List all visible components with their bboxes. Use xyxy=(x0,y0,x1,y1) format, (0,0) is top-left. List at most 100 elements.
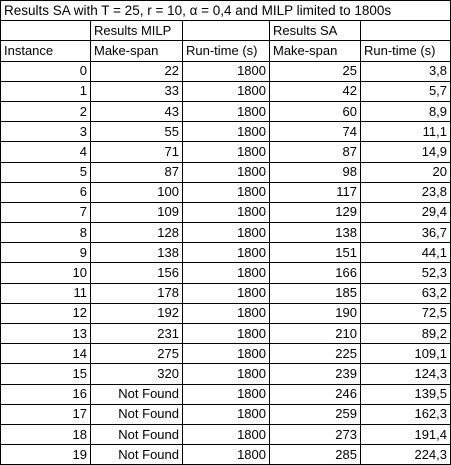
cell-sa-makespan[interactable]: 185 xyxy=(269,282,361,304)
cell-instance[interactable]: 12 xyxy=(0,302,91,325)
cell-instance[interactable]: 4 xyxy=(0,141,91,163)
cell-instance[interactable]: 14 xyxy=(0,343,91,365)
cell-milp-runtime[interactable]: 1800 xyxy=(182,343,270,365)
cell-milp-makespan[interactable]: 156 xyxy=(90,262,183,284)
cell-milp-runtime[interactable]: 1800 xyxy=(182,60,270,82)
cell-instance[interactable]: 7 xyxy=(0,201,91,224)
table-title[interactable]: Results SA with T = 25, r = 10, α = 0,4 … xyxy=(0,0,451,22)
cell-sa-makespan[interactable]: 190 xyxy=(269,302,361,325)
cell-sa-runtime[interactable]: 72,5 xyxy=(359,302,451,325)
cell-sa-makespan[interactable]: 25 xyxy=(269,60,361,82)
column-header-sa-makespan[interactable]: Make-span xyxy=(269,40,361,62)
cell-sa-makespan[interactable]: 138 xyxy=(269,222,361,244)
cell-milp-makespan[interactable]: 231 xyxy=(90,322,183,345)
cell-sa-runtime[interactable]: 29,4 xyxy=(359,201,451,224)
cell-instance[interactable]: 15 xyxy=(0,363,91,385)
cell-milp-makespan[interactable]: 43 xyxy=(90,100,183,123)
cell-milp-makespan[interactable]: Not Found xyxy=(90,423,183,446)
cell-sa-makespan[interactable]: 239 xyxy=(269,363,361,385)
cell-sa-runtime[interactable]: 36,7 xyxy=(359,222,451,244)
cell-milp-makespan[interactable]: Not Found xyxy=(90,403,183,425)
cell-milp-runtime[interactable]: 1800 xyxy=(182,282,270,304)
cell-milp-runtime[interactable]: 1800 xyxy=(182,100,270,123)
cell-milp-makespan[interactable]: Not Found xyxy=(90,444,183,465)
cell-milp-runtime[interactable]: 1800 xyxy=(182,121,270,143)
cell-instance[interactable]: 11 xyxy=(0,282,91,304)
column-header-milp-makespan[interactable]: Make-span xyxy=(90,40,183,62)
group-header-milp[interactable]: Results MILP xyxy=(90,20,183,42)
cell-milp-makespan[interactable]: 320 xyxy=(90,363,183,385)
cell-instance[interactable]: 18 xyxy=(0,423,91,446)
cell-sa-makespan[interactable]: 210 xyxy=(269,322,361,345)
cell-milp-runtime[interactable]: 1800 xyxy=(182,302,270,325)
cell-instance[interactable]: 13 xyxy=(0,322,91,345)
column-header-sa-runtime[interactable]: Run-time (s) xyxy=(359,40,451,62)
cell-instance[interactable]: 5 xyxy=(0,161,91,183)
cell-milp-makespan[interactable]: 192 xyxy=(90,302,183,325)
cell-milp-runtime[interactable]: 1800 xyxy=(182,322,270,345)
cell-sa-makespan[interactable]: 42 xyxy=(269,80,361,102)
cell-sa-runtime[interactable]: 3,8 xyxy=(359,60,451,82)
cell-milp-makespan[interactable]: 109 xyxy=(90,201,183,224)
cell-sa-runtime[interactable]: 23,8 xyxy=(359,181,451,203)
cell-instance[interactable]: 17 xyxy=(0,403,91,425)
cell-sa-makespan[interactable]: 117 xyxy=(269,181,361,203)
cell-sa-makespan[interactable]: 129 xyxy=(269,201,361,224)
cell-sa-runtime[interactable]: 89,2 xyxy=(359,322,451,345)
header-cell-empty[interactable] xyxy=(182,20,270,42)
cell-sa-makespan[interactable]: 151 xyxy=(269,242,361,264)
cell-instance[interactable]: 10 xyxy=(0,262,91,284)
group-header-sa[interactable]: Results SA xyxy=(269,20,361,42)
cell-sa-makespan[interactable]: 259 xyxy=(269,403,361,425)
cell-sa-runtime[interactable]: 191,4 xyxy=(359,423,451,446)
cell-milp-makespan[interactable]: 275 xyxy=(90,343,183,365)
cell-milp-runtime[interactable]: 1800 xyxy=(182,161,270,183)
cell-instance[interactable]: 6 xyxy=(0,181,91,203)
cell-sa-makespan[interactable]: 87 xyxy=(269,141,361,163)
cell-sa-runtime[interactable]: 52,3 xyxy=(359,262,451,284)
cell-sa-runtime[interactable]: 109,1 xyxy=(359,343,451,365)
cell-sa-makespan[interactable]: 60 xyxy=(269,100,361,123)
cell-sa-makespan[interactable]: 74 xyxy=(269,121,361,143)
cell-milp-makespan[interactable]: Not Found xyxy=(90,383,183,405)
cell-instance[interactable]: 3 xyxy=(0,121,91,143)
cell-milp-runtime[interactable]: 1800 xyxy=(182,222,270,244)
cell-sa-runtime[interactable]: 139,5 xyxy=(359,383,451,405)
cell-milp-runtime[interactable]: 1800 xyxy=(182,423,270,446)
cell-instance[interactable]: 1 xyxy=(0,80,91,102)
cell-milp-runtime[interactable]: 1800 xyxy=(182,262,270,284)
cell-sa-runtime[interactable]: 44,1 xyxy=(359,242,451,264)
cell-instance[interactable]: 19 xyxy=(0,444,91,465)
cell-milp-makespan[interactable]: 128 xyxy=(90,222,183,244)
cell-sa-runtime[interactable]: 224,3 xyxy=(359,444,451,465)
cell-sa-runtime[interactable]: 5,7 xyxy=(359,80,451,102)
cell-milp-runtime[interactable]: 1800 xyxy=(182,201,270,224)
cell-milp-makespan[interactable]: 22 xyxy=(90,60,183,82)
cell-milp-makespan[interactable]: 87 xyxy=(90,161,183,183)
cell-sa-makespan[interactable]: 273 xyxy=(269,423,361,446)
cell-milp-runtime[interactable]: 1800 xyxy=(182,383,270,405)
cell-instance[interactable]: 8 xyxy=(0,222,91,244)
cell-sa-makespan[interactable]: 98 xyxy=(269,161,361,183)
cell-sa-runtime[interactable]: 11,1 xyxy=(359,121,451,143)
cell-milp-makespan[interactable]: 178 xyxy=(90,282,183,304)
cell-instance[interactable]: 16 xyxy=(0,383,91,405)
cell-milp-runtime[interactable]: 1800 xyxy=(182,242,270,264)
cell-sa-runtime[interactable]: 162,3 xyxy=(359,403,451,425)
cell-sa-makespan[interactable]: 246 xyxy=(269,383,361,405)
cell-sa-runtime[interactable]: 63,2 xyxy=(359,282,451,304)
cell-milp-makespan[interactable]: 71 xyxy=(90,141,183,163)
cell-sa-makespan[interactable]: 166 xyxy=(269,262,361,284)
cell-milp-makespan[interactable]: 33 xyxy=(90,80,183,102)
cell-milp-makespan[interactable]: 55 xyxy=(90,121,183,143)
cell-sa-makespan[interactable]: 285 xyxy=(269,444,361,465)
column-header-milp-runtime[interactable]: Run-time (s) xyxy=(182,40,270,62)
cell-instance[interactable]: 0 xyxy=(0,60,91,82)
cell-sa-makespan[interactable]: 225 xyxy=(269,343,361,365)
cell-milp-makespan[interactable]: 100 xyxy=(90,181,183,203)
cell-sa-runtime[interactable]: 124,3 xyxy=(359,363,451,385)
cell-milp-runtime[interactable]: 1800 xyxy=(182,181,270,203)
cell-milp-runtime[interactable]: 1800 xyxy=(182,444,270,465)
cell-milp-runtime[interactable]: 1800 xyxy=(182,363,270,385)
cell-sa-runtime[interactable]: 20 xyxy=(359,161,451,183)
